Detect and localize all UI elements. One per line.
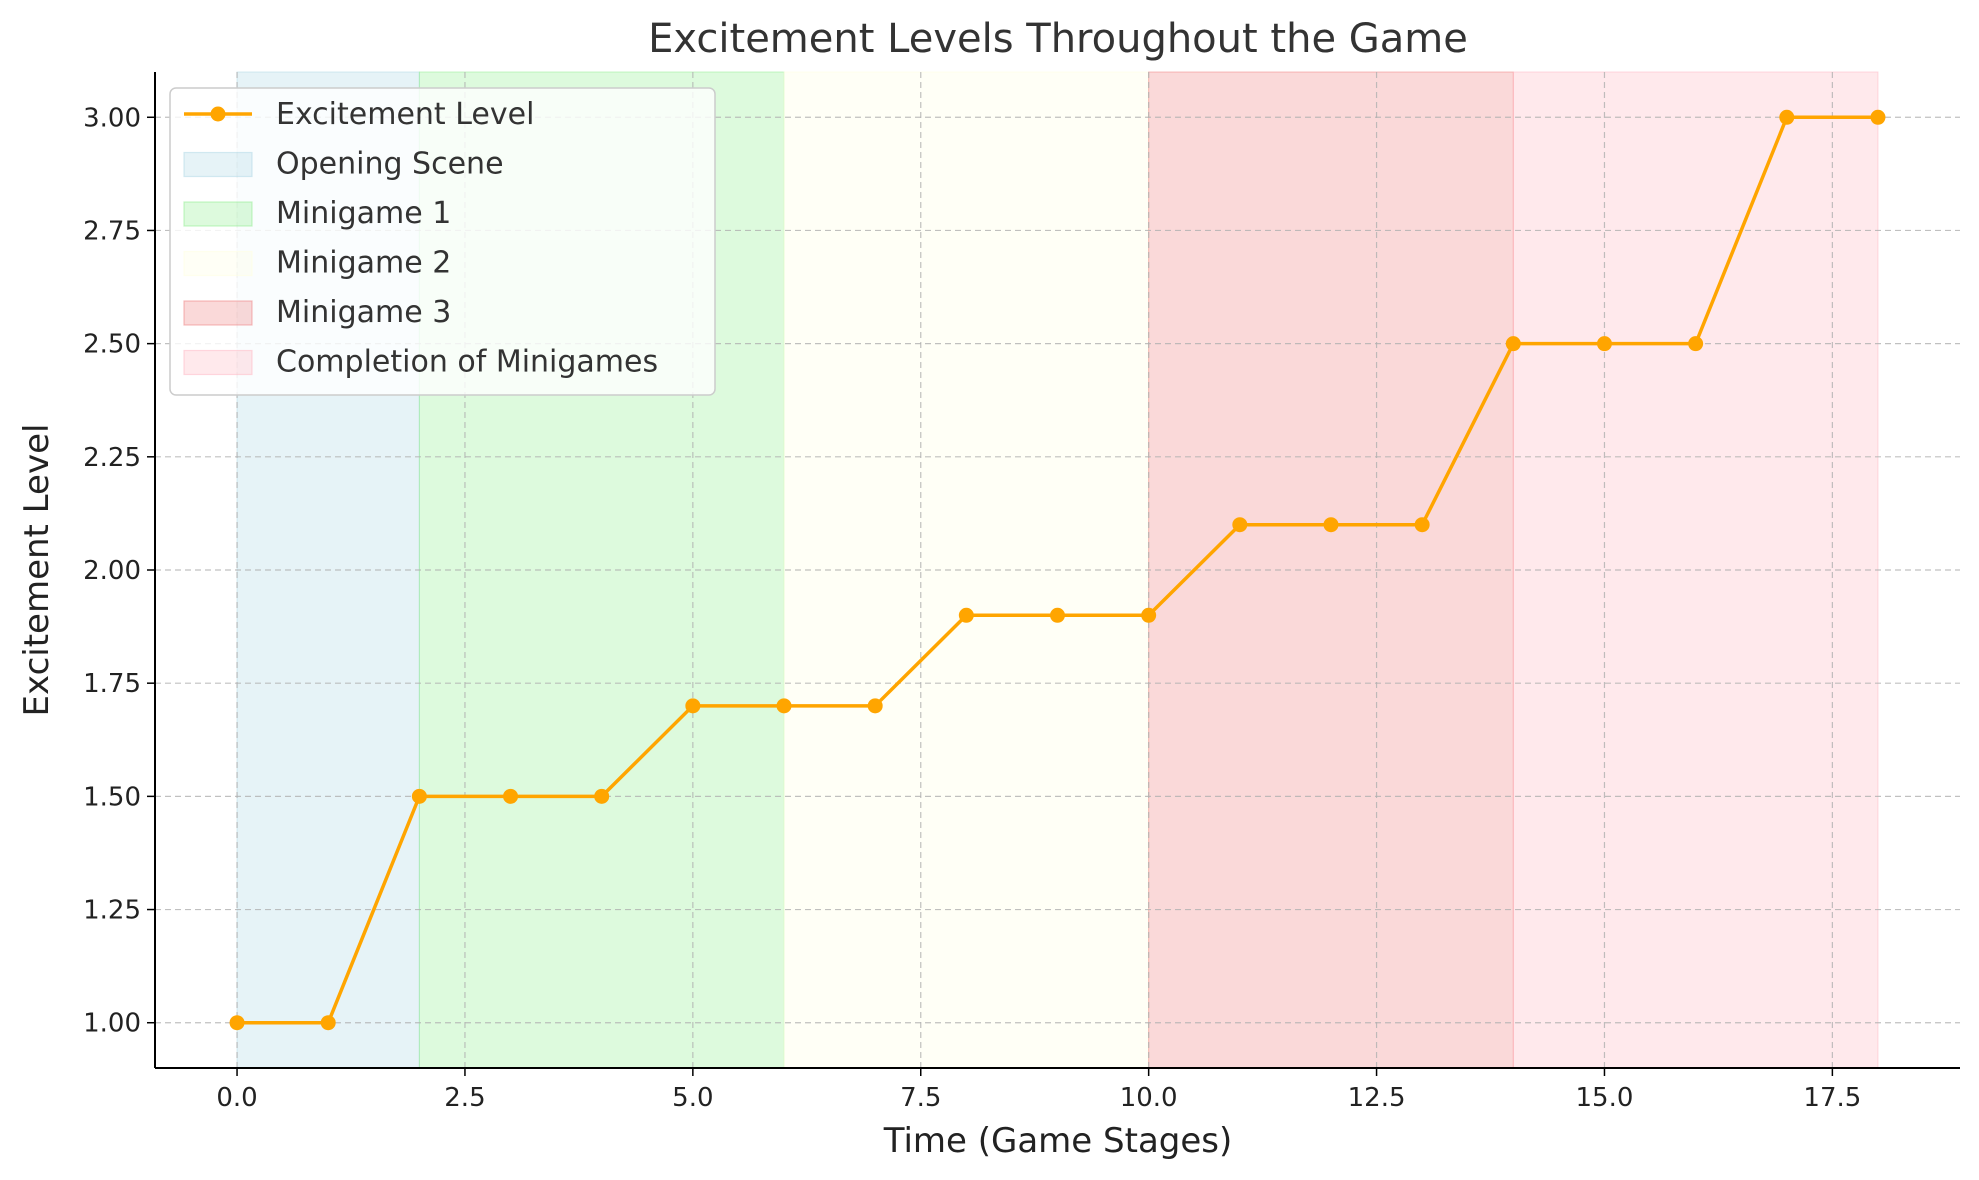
y-tick-label-6: 2.50: [83, 330, 141, 360]
legend-box: [169, 87, 716, 396]
data-point-3: [503, 788, 519, 804]
legend-label-region-3: Minigame 3: [276, 295, 451, 330]
x-tick-label-3: 7.5: [900, 1083, 941, 1113]
legend-swatch-region-4: [183, 349, 253, 376]
y-tick-label-7: 2.75: [83, 216, 141, 246]
data-point-1: [320, 1015, 336, 1031]
legend-swatch-region-3: [183, 300, 253, 326]
data-point-16: [1688, 336, 1704, 352]
data-point-6: [776, 698, 792, 714]
x-tick-label-0: 0.0: [216, 1083, 257, 1113]
y-tick-label-0: 1.00: [83, 1009, 141, 1039]
legend-swatch-region-2: [183, 250, 253, 277]
data-point-9: [1050, 607, 1065, 623]
y-tick-label-4: 2.00: [83, 556, 141, 586]
legend-marker-series-0: [210, 106, 226, 122]
data-point-2: [411, 788, 427, 804]
data-point-17: [1779, 109, 1795, 125]
data-point-11: [1232, 517, 1248, 533]
x-axis-label: Time (Game Stages): [883, 1121, 1233, 1161]
legend-label-region-1: Minigame 1: [276, 196, 451, 231]
data-point-13: [1414, 517, 1430, 533]
chart-title: Excitement Levels Throughout the Game: [648, 16, 1468, 62]
x-tick-label-7: 17.5: [1803, 1083, 1861, 1113]
legend-label-region-2: Minigame 2: [276, 246, 451, 281]
legend-label-series-0: Excitement Level: [276, 97, 534, 132]
legend-swatch-region-1: [183, 201, 253, 227]
legend-label-region-4: Completion of Minigames: [276, 345, 658, 380]
y-axis-label: Excitement Level: [17, 424, 57, 717]
data-point-4: [594, 788, 610, 804]
x-tick-label-6: 15.0: [1576, 1083, 1634, 1113]
data-point-18: [1870, 109, 1886, 125]
y-tick-label-3: 1.75: [83, 669, 141, 699]
y-tick-label-1: 1.25: [83, 896, 141, 926]
data-point-15: [1596, 336, 1612, 352]
data-point-8: [958, 607, 974, 623]
x-tick-label-2: 5.0: [672, 1083, 713, 1113]
series-excitement-level: [229, 109, 1886, 1031]
legend-label-region-0: Opening Scene: [276, 147, 504, 182]
data-point-7: [867, 698, 883, 714]
legend-swatch-region-0: [183, 151, 253, 178]
legend: Excitement Level Opening Scene Minigame 1 M…: [169, 87, 716, 396]
data-point-14: [1505, 336, 1521, 352]
x-tick-label-5: 12.5: [1348, 1083, 1406, 1113]
data-point-10: [1141, 607, 1157, 623]
x-tick-label-1: 2.5: [444, 1083, 485, 1113]
y-tick-label-8: 3.00: [83, 103, 141, 133]
x-tick-label-4: 10.0: [1120, 1083, 1178, 1113]
data-point-12: [1323, 517, 1339, 533]
tick-labels: 0.0 2.5 5.0 7.5 10.0 12.5 15.0 17.5 1.00 1.25 1.50…: [83, 103, 1861, 1113]
y-tick-label-5: 2.25: [83, 443, 141, 473]
y-tick-label-2: 1.50: [83, 782, 141, 812]
data-point-0: [229, 1015, 245, 1031]
data-point-5: [685, 698, 701, 714]
